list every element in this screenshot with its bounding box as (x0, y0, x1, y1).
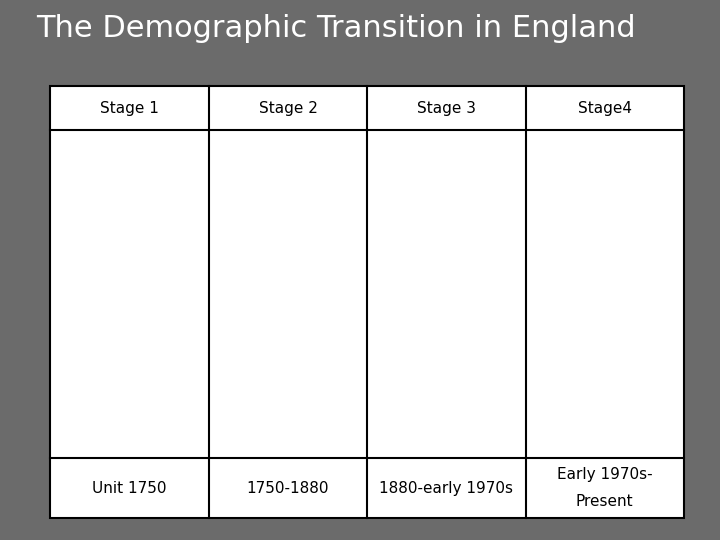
Text: Stage 2: Stage 2 (258, 100, 318, 116)
Bar (50, 86, 684, 518)
Text: 1750-1880: 1750-1880 (247, 481, 329, 496)
Text: The Demographic Transition in England: The Demographic Transition in England (36, 14, 636, 43)
Text: Unit 1750: Unit 1750 (92, 481, 167, 496)
Text: Early 1970s-
Present: Early 1970s- Present (557, 467, 652, 509)
Text: Stage4: Stage4 (577, 100, 632, 116)
Text: Stage 3: Stage 3 (417, 100, 476, 116)
Text: Stage 1: Stage 1 (100, 100, 159, 116)
Text: 1880-early 1970s: 1880-early 1970s (379, 481, 513, 496)
